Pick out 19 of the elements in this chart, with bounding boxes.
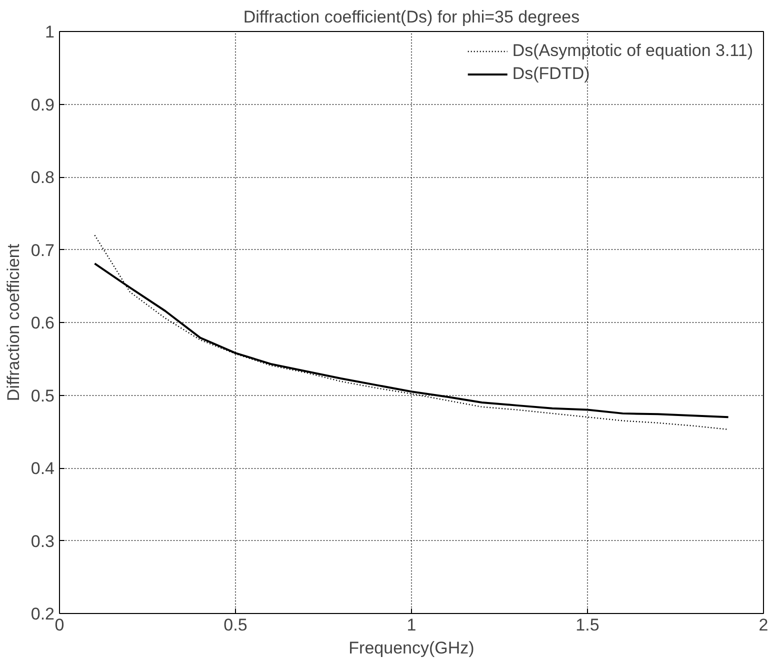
y-tick-label: 0.6 bbox=[30, 314, 55, 332]
x-tick-label: 0 bbox=[54, 616, 64, 634]
y-tick-label: 0.2 bbox=[30, 604, 55, 624]
chart-title: Diffraction coefficient(Ds) for phi=35 degrees bbox=[243, 8, 580, 26]
y-axis-title: Diffraction coefficient bbox=[4, 244, 23, 402]
legend-label: Ds(Asymptotic of equation 3.11) bbox=[512, 41, 753, 61]
x-tick-label: 1.5 bbox=[576, 616, 600, 634]
y-tick-label: 0.8 bbox=[30, 168, 55, 187]
y-tick-label: 1 bbox=[45, 22, 55, 42]
x-tick-label: 0.5 bbox=[224, 616, 248, 634]
x-axis-title: Frequency(GHz) bbox=[348, 638, 474, 658]
legend-label: Ds(FDTD) bbox=[512, 64, 590, 84]
x-tick-label: 1 bbox=[406, 616, 416, 634]
y-tick-label: 0.3 bbox=[30, 532, 55, 551]
x-tick-label: 2 bbox=[758, 616, 768, 634]
y-tick-label: 0.5 bbox=[30, 386, 55, 406]
y-tick-label: 0.4 bbox=[30, 459, 55, 478]
y-tick-label: 0.7 bbox=[30, 240, 55, 260]
y-tick-label: 0.9 bbox=[30, 95, 55, 114]
